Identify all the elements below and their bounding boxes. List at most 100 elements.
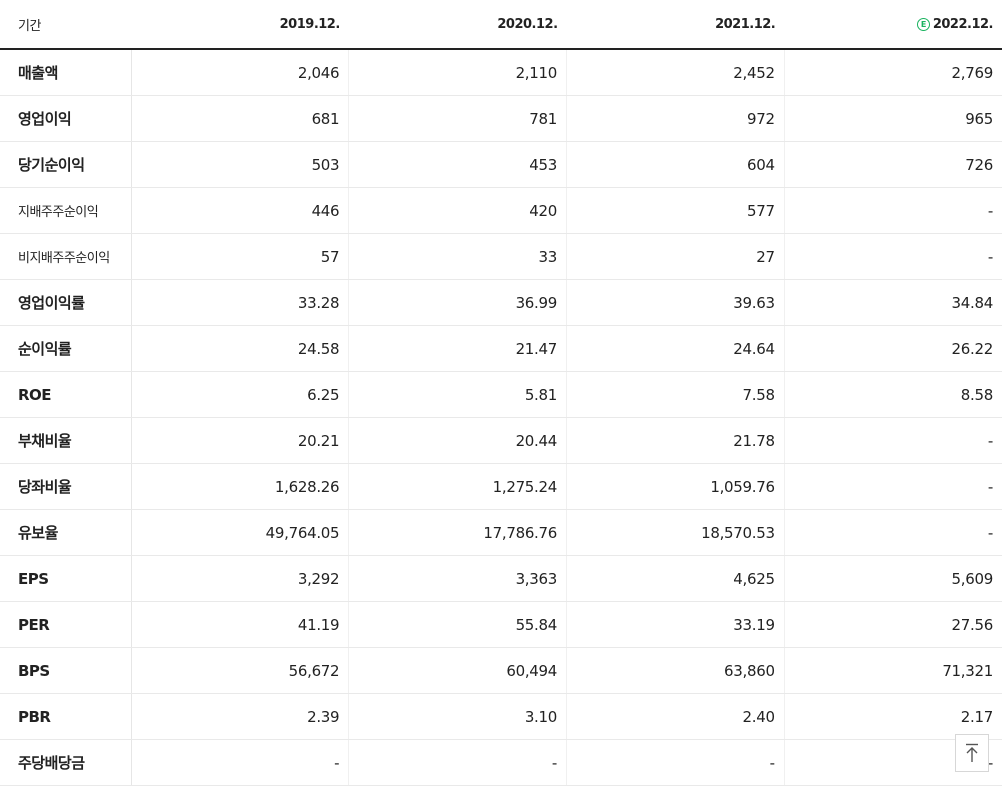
table-cell: -: [348, 739, 567, 786]
table-cell: 55.84: [348, 601, 567, 648]
table-cell: 33: [348, 233, 567, 280]
table-cell: -: [783, 417, 1002, 464]
table-cell: 24.64: [566, 325, 785, 372]
table-cell: 33.19: [566, 601, 785, 648]
table-cell: 965: [783, 95, 1002, 142]
table-cell: 27: [566, 233, 785, 280]
period-header: 기간: [0, 0, 132, 50]
table-cell: -: [566, 739, 785, 786]
table-header-row: 기간 2019.12. 2020.12. 2021.12. E 2022.12.: [0, 0, 1002, 50]
table-cell: 446: [130, 187, 349, 234]
table-cell: -: [783, 233, 1002, 280]
table-cell: 56,672: [130, 647, 349, 694]
row-label: PER: [0, 601, 132, 648]
table-cell: 8.58: [783, 371, 1002, 418]
row-label: 당기순이익: [0, 141, 132, 188]
table-cell: 503: [130, 141, 349, 188]
row-label: 비지배주주순이익: [0, 233, 132, 280]
table-cell: 7.58: [566, 371, 785, 418]
table-cell: 17,786.76: [348, 509, 567, 556]
row-label: 순이익률: [0, 325, 132, 372]
table-row: 당기순이익 503 453 604 726: [0, 141, 1002, 188]
row-label: 영업이익: [0, 95, 132, 142]
table-cell: 5.81: [348, 371, 567, 418]
table-cell: 26.22: [783, 325, 1002, 372]
table-cell: 18,570.53: [566, 509, 785, 556]
table-cell: 49,764.05: [130, 509, 349, 556]
table-cell: -: [783, 187, 1002, 234]
table-cell: -: [130, 739, 349, 786]
table-cell: 21.47: [348, 325, 567, 372]
table-cell: 63,860: [566, 647, 785, 694]
table-row: 영업이익률 33.28 36.99 39.63 34.84: [0, 279, 1002, 326]
row-label: ROE: [0, 371, 132, 418]
estimate-icon: E: [916, 17, 930, 31]
table-cell: 972: [566, 95, 785, 142]
year-header: 2021.12.: [566, 0, 785, 50]
table-cell: 4,625: [566, 555, 785, 602]
table-cell: 3.10: [348, 693, 567, 740]
table-cell: 1,628.26: [130, 463, 349, 510]
table-cell: 2,110: [348, 49, 567, 96]
row-label: 부채비율: [0, 417, 132, 464]
table-row: 순이익률 24.58 21.47 24.64 26.22: [0, 325, 1002, 372]
year-header: 2020.12.: [348, 0, 567, 50]
table-cell: 60,494: [348, 647, 567, 694]
table-cell: 2.17: [783, 693, 1002, 740]
table-cell: 20.21: [130, 417, 349, 464]
table-cell: 57: [130, 233, 349, 280]
table-cell: 71,321: [783, 647, 1002, 694]
table-cell: 420: [348, 187, 567, 234]
row-label: 영업이익률: [0, 279, 132, 326]
table-cell: 3,363: [348, 555, 567, 602]
year-header: 2019.12.: [131, 0, 349, 50]
table-cell: 1,059.76: [566, 463, 785, 510]
table-cell: 2.40: [566, 693, 785, 740]
table-row: 지배주주순이익 446 420 577-: [0, 187, 1002, 234]
table-cell: 39.63: [566, 279, 785, 326]
row-label: PBR: [0, 693, 132, 740]
table-cell: 27.56: [783, 601, 1002, 648]
row-label: BPS: [0, 647, 132, 694]
table-cell: 681: [130, 95, 349, 142]
year-header-label: 2022.12.: [932, 16, 994, 32]
table-cell: 20.44: [348, 417, 567, 464]
table-cell: 24.58: [130, 325, 349, 372]
table-row: 영업이익 681 781 972 965: [0, 95, 1002, 142]
table-cell: -: [783, 509, 1002, 556]
table-row: 비지배주주순이익 57 33 27-: [0, 233, 1002, 280]
table-cell: 36.99: [348, 279, 567, 326]
row-label: 유보율: [0, 509, 132, 556]
table-cell: 2,769: [783, 49, 1002, 96]
table-cell: 453: [348, 141, 567, 188]
table-cell: 33.28: [130, 279, 349, 326]
row-label: EPS: [0, 555, 132, 602]
table-cell: 3,292: [130, 555, 349, 602]
table-cell: 2.39: [130, 693, 349, 740]
table-cell: 2,452: [566, 49, 785, 96]
table-cell: 34.84: [783, 279, 1002, 326]
table-row: PER 41.19 55.84 33.19 27.56: [0, 601, 1002, 648]
table-row: EPS 3,292 3,363 4,625 5,609: [0, 555, 1002, 602]
table-cell: 21.78: [566, 417, 785, 464]
row-label: 지배주주순이익: [0, 187, 132, 234]
arrow-up-to-top-icon: [966, 743, 978, 762]
table-cell: 6.25: [130, 371, 349, 418]
scroll-top-button[interactable]: [955, 734, 989, 772]
table-cell: 577: [566, 187, 785, 234]
row-label: 당좌비율: [0, 463, 132, 510]
table-cell: 1,275.24: [348, 463, 567, 510]
table-cell: -: [783, 463, 1002, 510]
year-header-estimate: E 2022.12.: [784, 0, 1002, 50]
table-row: 매출액 2,046 2,110 2,452 2,769: [0, 49, 1002, 96]
table-row: 당좌비율 1,628.26 1,275.24 1,059.76-: [0, 463, 1002, 510]
row-label: 주당배당금: [0, 739, 132, 786]
table-row: 주당배당금 - - - -: [0, 739, 1002, 786]
table-row: 유보율 49,764.05 17,786.76 18,570.53-: [0, 509, 1002, 556]
table-cell: 604: [566, 141, 785, 188]
table-cell: 2,046: [130, 49, 349, 96]
table-row: 부채비율 20.21 20.44 21.78-: [0, 417, 1002, 464]
row-label: 매출액: [0, 49, 132, 96]
table-row: ROE 6.25 5.81 7.58 8.58: [0, 371, 1002, 418]
